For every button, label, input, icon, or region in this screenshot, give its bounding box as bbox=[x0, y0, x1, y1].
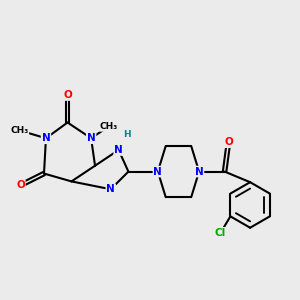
Text: O: O bbox=[224, 137, 233, 147]
Text: CH₃: CH₃ bbox=[100, 122, 118, 131]
Text: Cl: Cl bbox=[215, 228, 226, 238]
Text: CH₃: CH₃ bbox=[10, 126, 28, 135]
Text: O: O bbox=[63, 90, 72, 100]
Text: N: N bbox=[106, 184, 115, 194]
Text: N: N bbox=[87, 133, 95, 143]
Text: N: N bbox=[195, 167, 203, 177]
Text: O: O bbox=[16, 180, 25, 190]
Text: N: N bbox=[114, 145, 123, 155]
Text: N: N bbox=[154, 167, 162, 177]
Text: H: H bbox=[123, 130, 130, 139]
Text: N: N bbox=[42, 133, 50, 143]
